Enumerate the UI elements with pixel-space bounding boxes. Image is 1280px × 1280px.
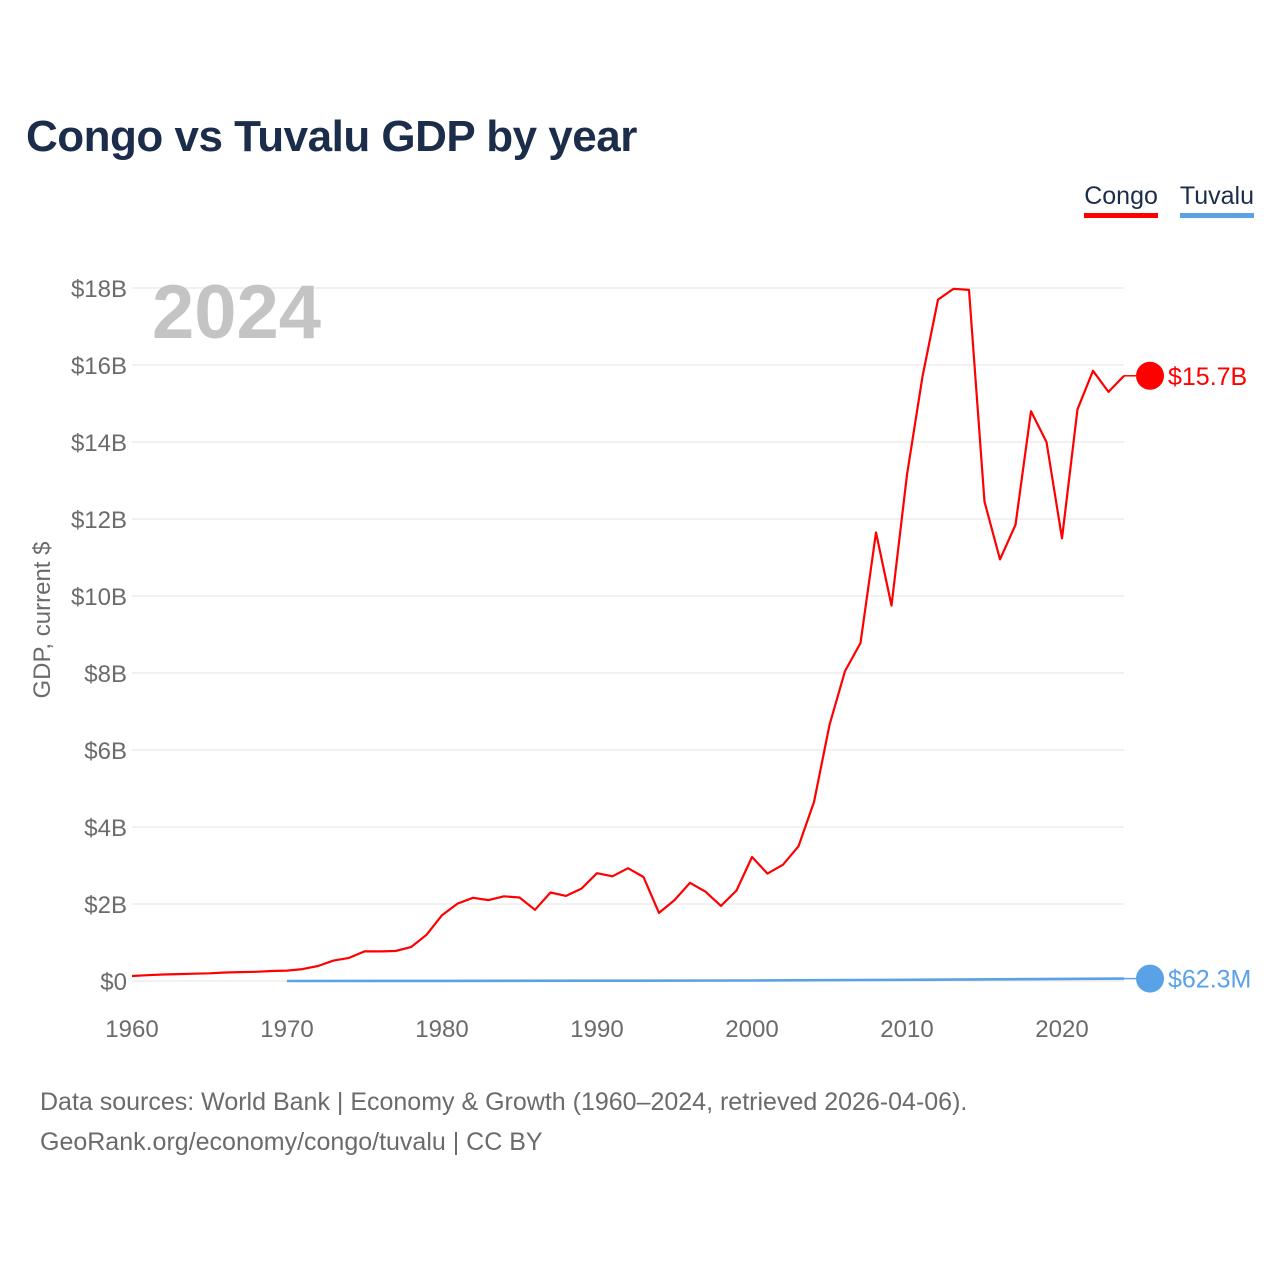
- y-tick-label: $18B: [71, 276, 127, 303]
- y-tick-label: $0: [100, 969, 127, 996]
- x-tick-label: 2010: [880, 1016, 933, 1043]
- x-tick-label: 1980: [415, 1016, 468, 1043]
- x-tick-label: 1960: [105, 1016, 158, 1043]
- y-tick-label: $8B: [84, 661, 127, 688]
- y-tick-label: $6B: [84, 738, 127, 765]
- source-line-2[interactable]: GeoRank.org/economy/congo/tuvalu | CC BY: [40, 1128, 543, 1156]
- series-line-congo: [131, 287, 1125, 978]
- source-note: Data sources: World Bank | Economy & Gro…: [40, 1082, 967, 1162]
- end-value-label-tuvalu: $62.3M: [1168, 966, 1251, 994]
- chart-title: Congo vs Tuvalu GDP by year: [26, 112, 637, 161]
- x-tick-label: 2020: [1035, 1016, 1088, 1043]
- source-line-1: Data sources: World Bank | Economy & Gro…: [40, 1088, 968, 1116]
- y-tick-label: $4B: [84, 815, 127, 842]
- legend-item-tuvalu[interactable]: Tuvalu: [1179, 182, 1254, 218]
- y-tick-label: $10B: [71, 584, 127, 611]
- series-line-tuvalu: [286, 977, 1125, 983]
- x-tick-label: 2000: [725, 1016, 778, 1043]
- flag-marker-congo: [1136, 361, 1164, 390]
- year-watermark: 2024: [152, 270, 321, 355]
- x-tick-label: 1990: [570, 1016, 623, 1043]
- y-tick-label: $14B: [71, 430, 127, 457]
- y-tick-label: $12B: [71, 507, 127, 534]
- end-value-label-congo: $15.7B: [1168, 363, 1247, 391]
- flag-marker-tuvalu: [1136, 964, 1164, 993]
- y-axis-label: GDP, current $: [29, 542, 56, 699]
- y-tick-label: $2B: [84, 892, 127, 919]
- y-tick-label: $16B: [71, 353, 127, 380]
- legend-item-congo[interactable]: Congo: [1084, 182, 1158, 218]
- x-tick-label: 1970: [260, 1016, 313, 1043]
- legend: Congo Tuvalu: [1084, 182, 1254, 218]
